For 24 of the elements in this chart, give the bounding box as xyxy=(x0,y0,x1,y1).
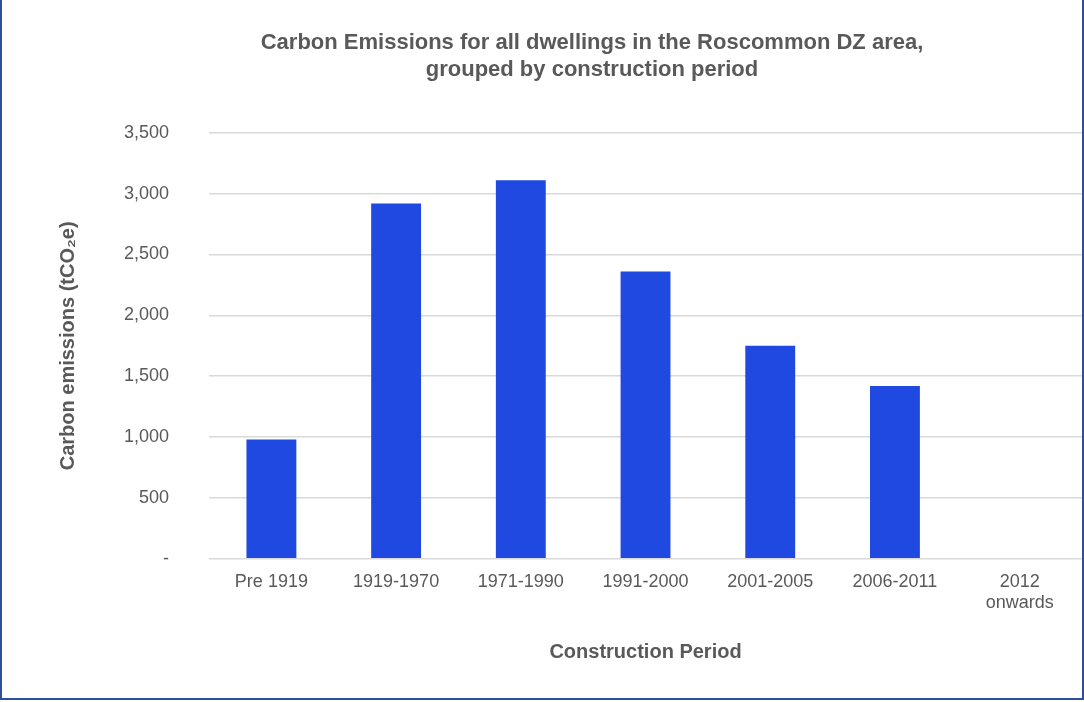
x-tick-label: 1991-2000 xyxy=(602,570,689,591)
x-tick-label: 1919-1970 xyxy=(353,570,440,591)
bar xyxy=(620,271,671,559)
x-tick-label: 2012 onwards xyxy=(985,570,1054,613)
y-tick-label: 3,000 xyxy=(124,182,170,203)
y-tick-label: 3,500 xyxy=(124,121,170,142)
x-tick-label: 2001-2005 xyxy=(727,570,814,591)
y-axis-title: Carbon emissions (tCO₂e) xyxy=(55,221,78,471)
y-tick-label: 2,500 xyxy=(124,243,170,264)
x-axis-title: Construction Period xyxy=(549,639,742,662)
x-tick-label: 1971-1990 xyxy=(477,570,564,591)
bar xyxy=(870,385,920,559)
y-tick-label: 2,000 xyxy=(124,304,170,325)
x-tick-label: Pre 1919 xyxy=(234,570,308,591)
y-tick-label: 500 xyxy=(139,486,170,507)
y-tick-label: 1,500 xyxy=(124,365,170,386)
bar xyxy=(246,439,297,559)
bar xyxy=(371,203,422,559)
y-tick-label: 1,000 xyxy=(124,426,170,447)
bar xyxy=(495,180,546,559)
x-tick-label: 2006-2011 xyxy=(852,570,938,591)
bar xyxy=(745,345,796,559)
y-tick-label: - xyxy=(163,547,170,568)
chart-title: Carbon Emissions for all dwellings in the Roscommon DZ area, grouped by construction period xyxy=(259,28,925,82)
